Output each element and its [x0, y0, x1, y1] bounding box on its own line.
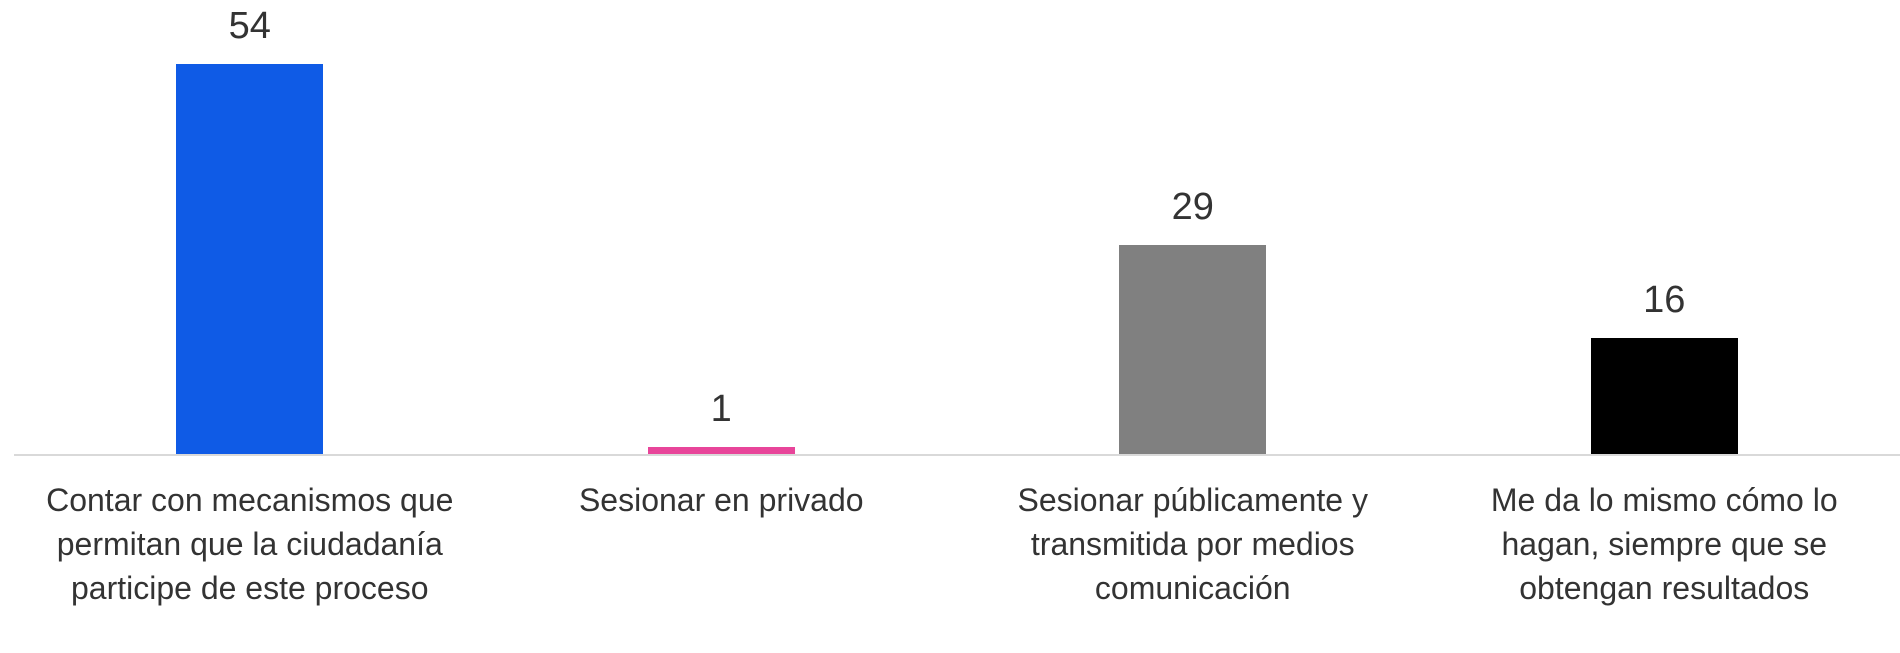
x-tick-label: Sesionar en privado — [578, 482, 864, 518]
bar — [647, 446, 795, 454]
bar — [1590, 338, 1738, 454]
x-tick-label: Me da lo mismo cómo lo hagan, siempre qu… — [1490, 482, 1838, 606]
data-label: 29 — [1171, 185, 1214, 228]
data-label: 16 — [1643, 279, 1686, 322]
data-label: 54 — [228, 5, 271, 47]
bar — [1119, 244, 1267, 454]
x-tick-label: Contar con mecanismos que permitan que l… — [46, 482, 454, 606]
x-axis-line — [14, 454, 1900, 456]
bar — [176, 64, 324, 454]
x-tick-label: Sesionar públicamente y transmitida por … — [1017, 482, 1368, 606]
data-label: 1 — [710, 387, 732, 430]
